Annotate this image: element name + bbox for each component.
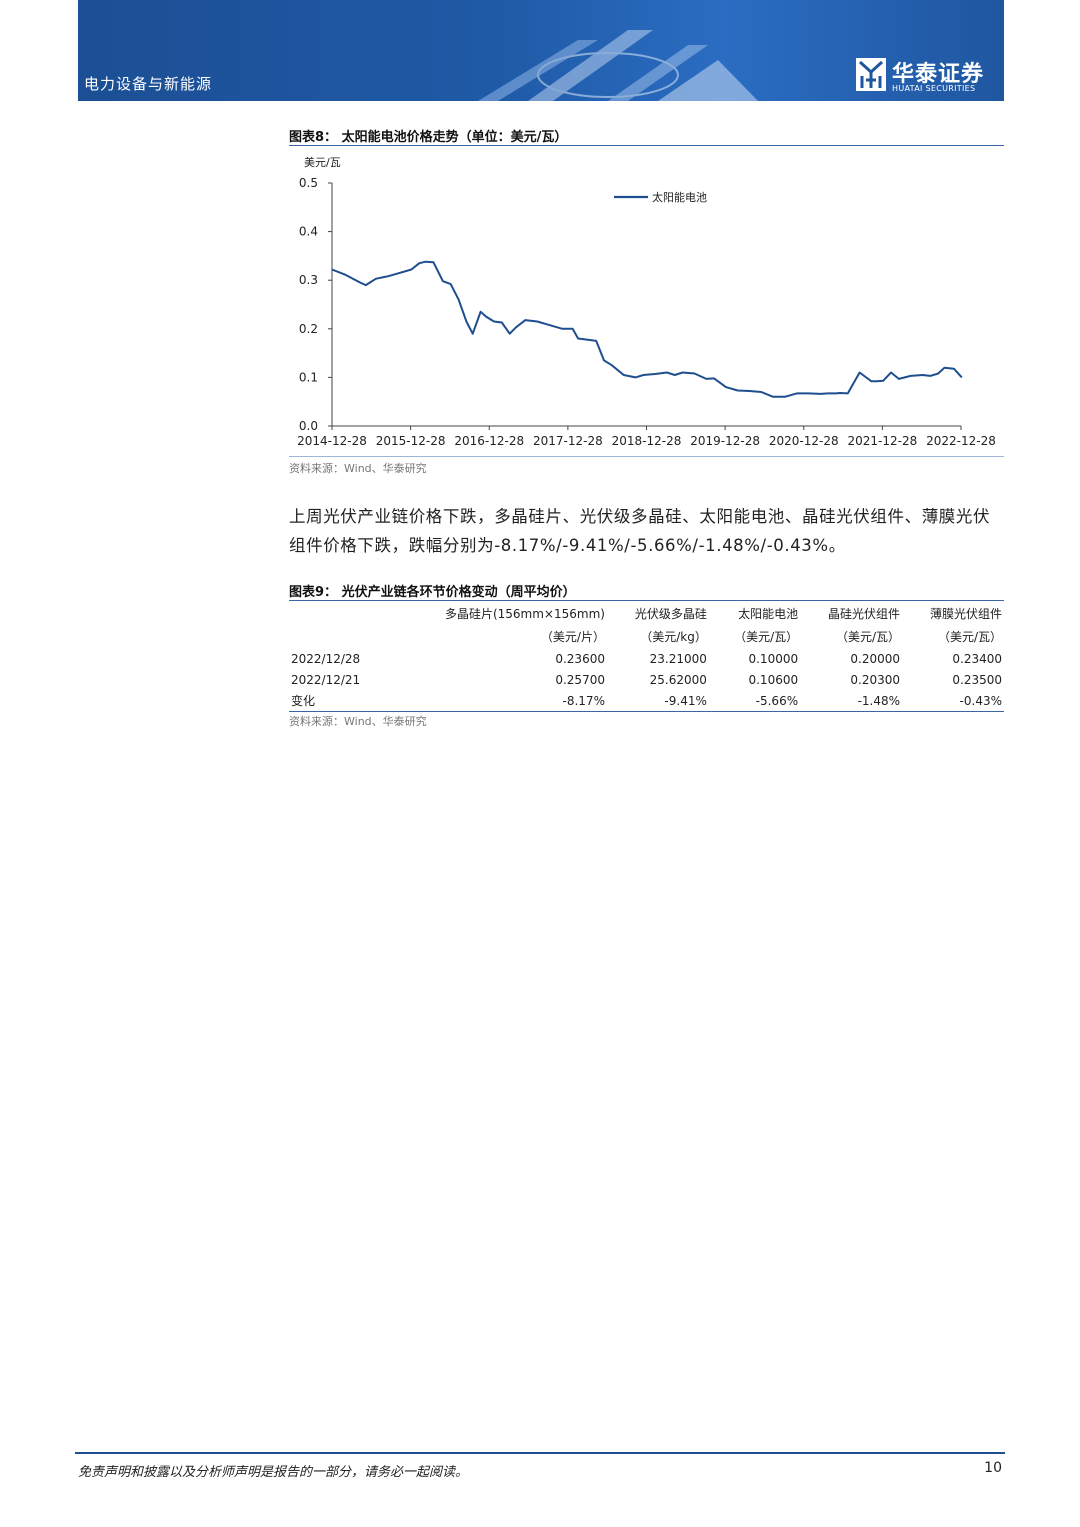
body-paragraph: 上周光伏产业链价格下跌，多晶硅片、光伏级多晶硅、太阳能电池、晶硅光伏组件、薄膜光… (289, 507, 991, 555)
y-tick-label: 0.0 (299, 419, 318, 433)
footer-rule (75, 1452, 1005, 1454)
figure8-title: 图表8： 太阳能电池价格走势（单位：美元/瓦） (289, 130, 568, 145)
table-unit-row: （美元/片） （美元/kg） （美元/瓦） （美元/瓦） （美元/瓦） (289, 624, 1004, 648)
row-label: 2022/12/28 (291, 651, 361, 666)
series-line-solar-cell (331, 260, 963, 398)
huatai-logo: 华泰证券 HUATAI SECURITIES (856, 56, 996, 96)
column-unit: （美元/瓦） (734, 629, 799, 644)
column-unit: （美元/瓦） (835, 629, 901, 644)
price-change-table: 多晶硅片(156mm×156mm) 光伏级多晶硅 太阳能电池 晶硅光伏组件 薄膜… (289, 603, 1004, 712)
x-tick-label: 2018-12-28 (612, 434, 682, 448)
huatai-logo-icon (856, 58, 886, 91)
table-header-blank (289, 603, 387, 624)
column-unit: （美元/片） (540, 629, 605, 644)
table-row: 2022/12/28 0.23600 23.21000 0.10000 0.20… (289, 648, 1004, 669)
y-axis-unit-label: 美元/瓦 (304, 156, 341, 169)
x-tick-label: 2021-12-28 (848, 434, 918, 448)
logo-text-cn: 华泰证券 (892, 62, 985, 87)
table-cell: 0.20300 (850, 672, 901, 687)
table-cell: -1.48% (800, 690, 903, 712)
column-header: 多晶硅片(156mm×156mm) (444, 607, 605, 621)
table-row: 变化 -8.17% -9.41% -5.66% -1.48% -0.43% (289, 690, 1004, 712)
y-tick-label: 0.4 (299, 225, 318, 239)
table-cell: -8.17% (387, 690, 607, 712)
page-number: 10 (984, 1460, 1002, 1476)
x-tick-label: 2019-12-28 (690, 434, 760, 448)
series-lines (331, 260, 963, 398)
y-tick-label: 0.1 (299, 370, 318, 384)
figure9-top-rule (289, 600, 1004, 601)
section-label: 电力设备与新能源 (84, 75, 213, 93)
table-unit-blank (289, 624, 387, 648)
x-tick-label: 2020-12-28 (769, 434, 839, 448)
y-axis: 0.0 0.1 0.2 0.3 0.4 0.5 (299, 176, 333, 433)
column-unit: （美元/kg） (640, 629, 707, 644)
x-tick-label: 2016-12-28 (454, 434, 524, 448)
column-header: 光伏级多晶硅 (634, 607, 707, 621)
table-cell: 0.20000 (850, 651, 901, 666)
table-cell: -9.41% (606, 690, 709, 712)
column-header: 薄膜光伏组件 (929, 607, 1002, 621)
table-cell: -0.43% (902, 690, 1004, 712)
column-unit: （美元/瓦） (937, 629, 1002, 644)
table-cell: -5.66% (708, 690, 801, 712)
table-cell: 0.10000 (748, 651, 799, 666)
table-header-row: 多晶硅片(156mm×156mm) 光伏级多晶硅 太阳能电池 晶硅光伏组件 薄膜… (289, 603, 1004, 624)
y-tick-label: 0.3 (299, 273, 318, 287)
figure8-top-rule (289, 145, 1004, 146)
logo-text-en: HUATAI SECURITIES (892, 84, 976, 93)
figure9-source: 资料来源：Wind、华泰研究 (289, 715, 427, 728)
row-label: 变化 (289, 690, 388, 712)
column-header: 太阳能电池 (738, 607, 799, 621)
table-row: 2022/12/21 0.25700 25.62000 0.10600 0.20… (289, 669, 1004, 690)
y-tick-label: 0.5 (299, 176, 318, 190)
legend-label: 太阳能电池 (652, 190, 707, 204)
x-tick-label: 2022-12-28 (926, 434, 996, 448)
footer-disclaimer: 免责声明和披露以及分析师声明是报告的一部分，请务必一起阅读。 (78, 1465, 469, 1480)
y-tick-label: 0.2 (299, 322, 318, 336)
figure8-bottom-rule (289, 456, 1004, 457)
table-cell: 23.21000 (649, 651, 707, 666)
figure9-title: 图表9： 光伏产业链各环节价格变动（周平均价） (289, 585, 576, 600)
x-tick-label: 2015-12-28 (376, 434, 446, 448)
table-cell: 0.10600 (748, 672, 799, 687)
x-tick-label: 2017-12-28 (533, 434, 603, 448)
table-cell: 0.23500 (952, 672, 1002, 687)
column-header: 晶硅光伏组件 (828, 607, 901, 621)
report-header-banner: 电力设备与新能源 华泰证券 HUATAI SECURITIES (78, 0, 1004, 101)
decorative-graphic (478, 30, 758, 101)
legend: 太阳能电池 (614, 190, 707, 204)
table-cell: 25.62000 (649, 672, 707, 687)
table-cell: 0.23400 (952, 651, 1002, 666)
solar-cell-price-chart: 美元/瓦 0.0 0.1 0.2 0.3 0.4 0.5 2014-12-28 2015-1… (297, 156, 996, 448)
x-axis: 2014-12-28 2015-12-28 2016-12-28 2017-12-28… (297, 425, 996, 448)
row-label: 2022/12/21 (291, 672, 361, 687)
x-tick-label: 2014-12-28 (297, 434, 367, 448)
figure8-source: 资料来源：Wind、华泰研究 (289, 462, 427, 475)
table-cell: 0.25700 (555, 672, 605, 687)
table-cell: 0.23600 (555, 651, 605, 666)
